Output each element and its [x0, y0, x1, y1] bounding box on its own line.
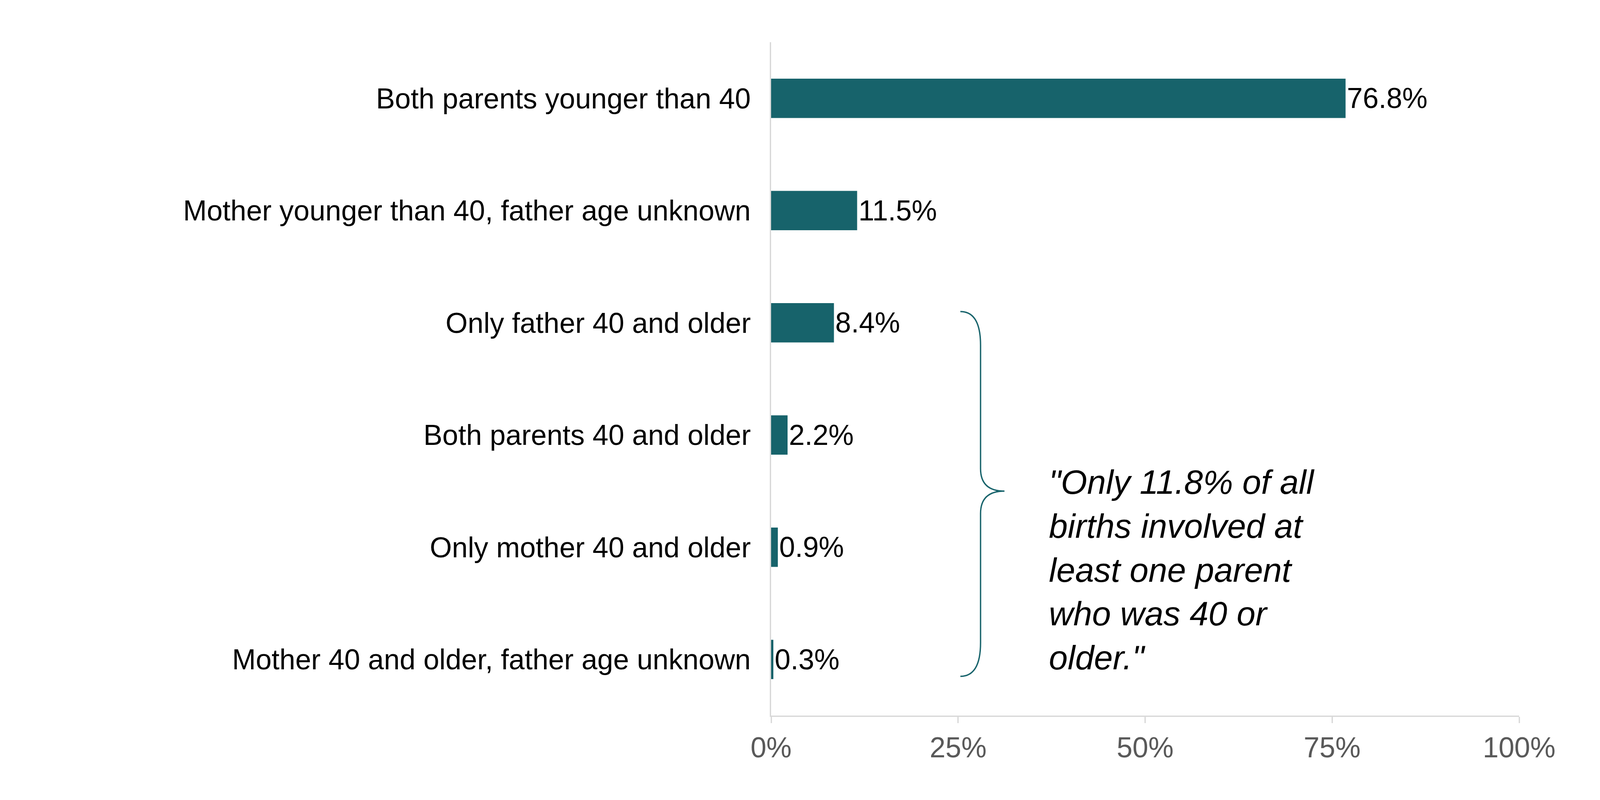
svg-text:11.5%: 11.5% — [858, 194, 938, 227]
svg-text:Both parents 40 and older: Both parents 40 and older — [423, 419, 752, 452]
svg-text:Mother younger than 40, father: Mother younger than 40, father age unkno… — [183, 194, 751, 227]
svg-text:2.2%: 2.2% — [788, 419, 854, 452]
svg-text:100%: 100% — [1482, 731, 1556, 764]
svg-text:76.8%: 76.8% — [1347, 82, 1428, 115]
svg-text:0.9%: 0.9% — [779, 531, 844, 564]
svg-text:25%: 25% — [929, 731, 987, 764]
svg-text:0.3%: 0.3% — [774, 643, 840, 676]
svg-text:Mother 40 and older, father ag: Mother 40 and older, father age unknown — [232, 643, 751, 676]
svg-text:"Only 11.8% of allbirths invol: "Only 11.8% of allbirths involved atleas… — [1048, 463, 1315, 677]
svg-text:0%: 0% — [750, 731, 792, 764]
svg-text:Both parents younger than 40: Both parents younger than 40 — [376, 82, 751, 115]
svg-text:Only mother 40 and older: Only mother 40 and older — [429, 531, 751, 564]
svg-text:50%: 50% — [1116, 731, 1174, 764]
svg-text:75%: 75% — [1303, 731, 1361, 764]
svg-text:8.4%: 8.4% — [835, 306, 900, 339]
svg-text:Only father 40 and older: Only father 40 and older — [445, 307, 752, 340]
